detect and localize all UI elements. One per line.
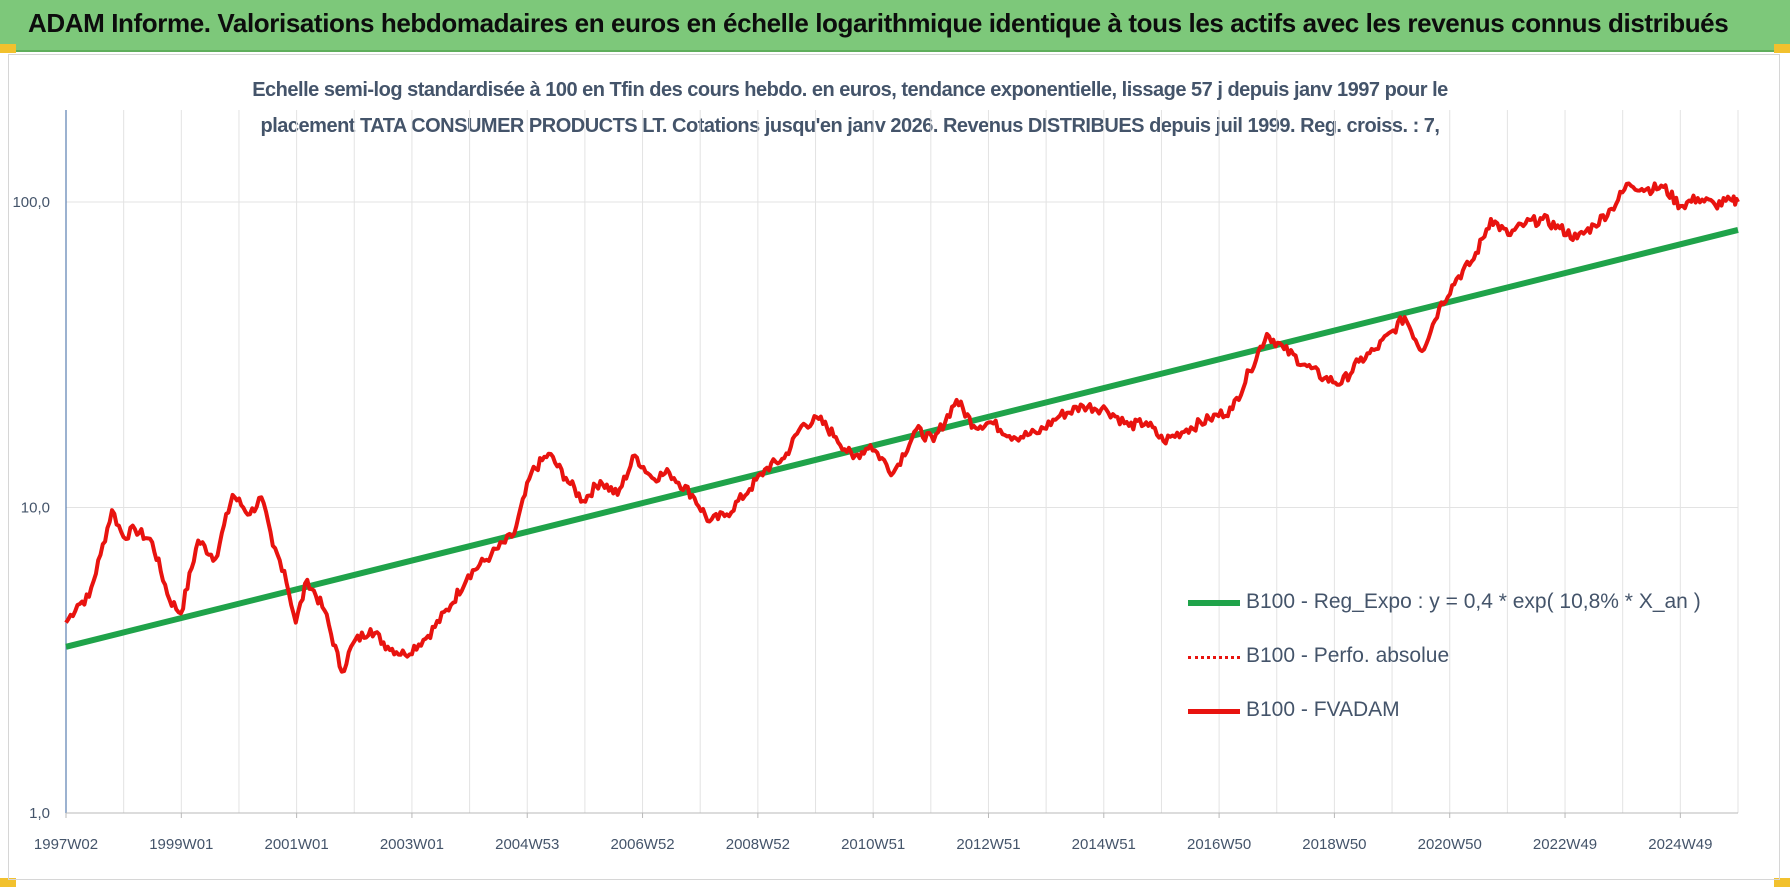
chart-title-line-1: Echelle semi-log standardisée à 100 en T… — [252, 79, 1448, 101]
trend-line — [65, 227, 1739, 650]
x-tick-label: 2001W01 — [265, 836, 329, 853]
x-tick-label: 2020W50 — [1418, 836, 1482, 853]
x-tick-label: 2012W51 — [956, 836, 1020, 853]
x-tick-label: 1997W02 — [34, 836, 98, 853]
x-tick-label: 2010W51 — [841, 836, 905, 853]
legend-label-perfo: B100 - Perfo. absolue — [1246, 644, 1450, 667]
fvadam-line — [64, 181, 1740, 674]
banner: ADAM Informe. Valorisations hebdomadaire… — [0, 0, 1790, 52]
x-tick-label: 2014W51 — [1072, 836, 1136, 853]
x-tick-label: 2024W49 — [1648, 836, 1712, 853]
x-tick-label: 2018W50 — [1302, 836, 1366, 853]
corner-accent — [0, 878, 16, 887]
legend-label-trend: B100 - Reg_Expo : y = 0,4 * exp( 10,8% *… — [1246, 590, 1701, 613]
x-tick-label: 2016W50 — [1187, 836, 1251, 853]
legend-swatch-trend — [1188, 600, 1240, 606]
corner-accent — [1774, 878, 1790, 887]
chart-title-line-2: placement TATA CONSUMER PRODUCTS LT. Cot… — [260, 115, 1440, 137]
corner-accent — [1774, 44, 1790, 53]
x-tick-label: 2008W52 — [726, 836, 790, 853]
corner-accent — [0, 44, 16, 53]
y-tick-label: 100,0 — [12, 194, 50, 211]
x-tick-label: 2006W52 — [610, 836, 674, 853]
y-tick-label: 10,0 — [21, 500, 50, 517]
x-tick-label: 2022W49 — [1533, 836, 1597, 853]
x-tick-label: 2004W53 — [495, 836, 559, 853]
legend-label-fvadam: B100 - FVADAM — [1246, 698, 1400, 721]
legend-swatch-perfo — [1188, 656, 1240, 659]
x-tick-label: 2003W01 — [380, 836, 444, 853]
y-tick-label: 1,0 — [29, 805, 50, 822]
banner-title: ADAM Informe. Valorisations hebdomadaire… — [28, 8, 1729, 38]
legend-swatch-fvadam — [1188, 709, 1240, 714]
x-tick-label: 1999W01 — [149, 836, 213, 853]
chart-frame — [8, 54, 1780, 880]
